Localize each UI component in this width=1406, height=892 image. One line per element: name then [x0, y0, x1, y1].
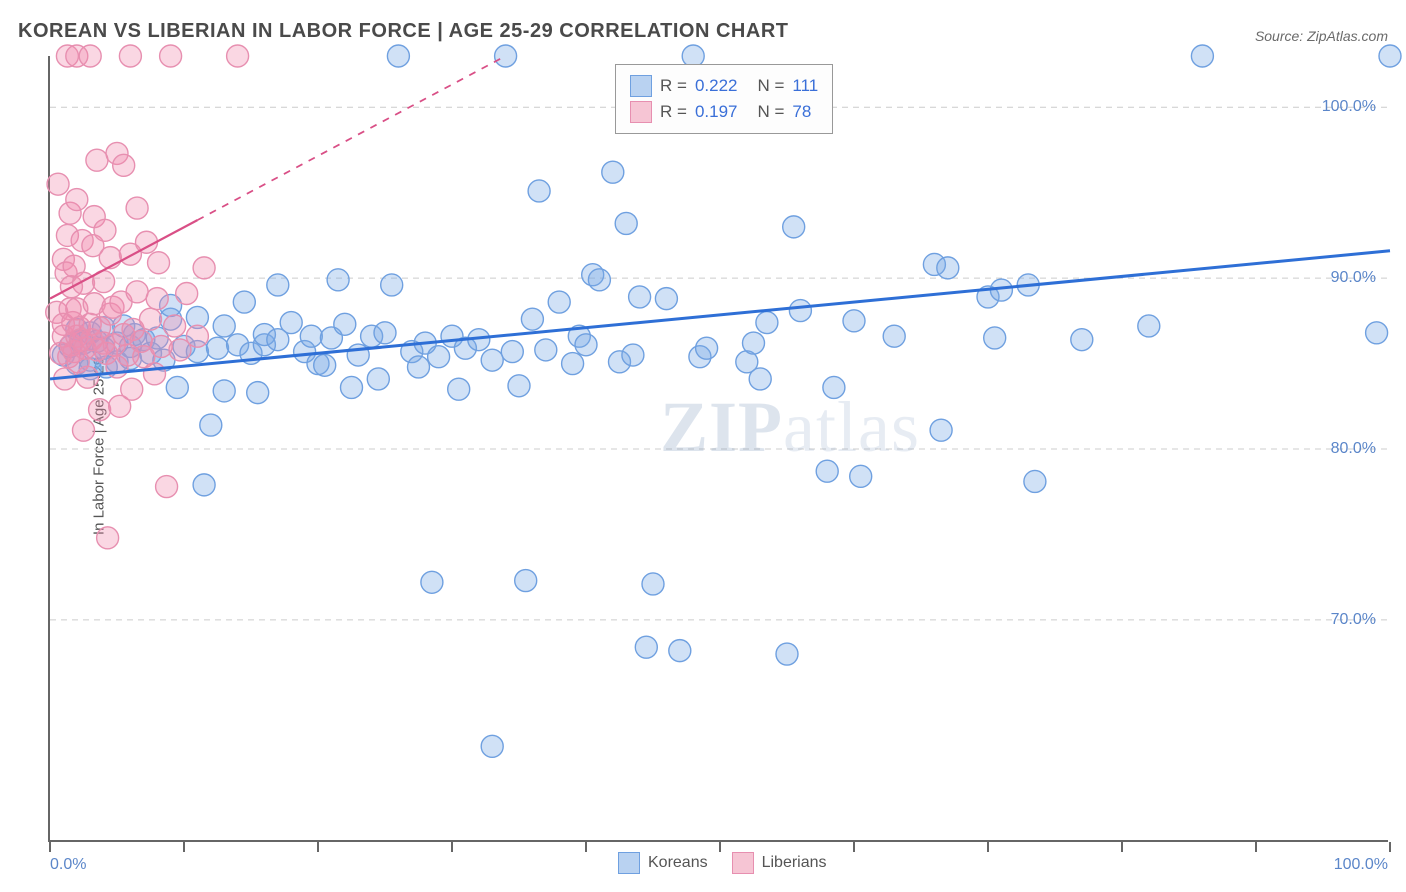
legend-swatch — [630, 101, 652, 123]
watermark: ZIPatlas — [660, 386, 920, 469]
stats-n-label: N = — [757, 76, 784, 96]
legend-swatch — [618, 852, 640, 874]
legend-swatch — [630, 75, 652, 97]
y-tick-label: 90.0% — [1331, 269, 1376, 287]
stats-n-value: 111 — [792, 76, 818, 96]
watermark-light: atlas — [783, 387, 920, 467]
stats-n-value: 78 — [792, 102, 811, 122]
legend-item: Koreans — [618, 852, 708, 874]
x-min-label: 0.0% — [50, 856, 86, 874]
chart-title: KOREAN VS LIBERIAN IN LABOR FORCE | AGE … — [18, 20, 788, 43]
stats-r-value: 0.197 — [695, 102, 738, 122]
stats-n-label: N = — [757, 102, 784, 122]
stats-r-label: R = — [660, 76, 687, 96]
y-tick-label: 70.0% — [1331, 611, 1376, 629]
stats-r-label: R = — [660, 102, 687, 122]
legend-swatch — [732, 852, 754, 874]
stats-box: R = 0.222 N = 111 R = 0.197 N = 78 — [615, 64, 833, 134]
chart-container: KOREAN VS LIBERIAN IN LABOR FORCE | AGE … — [0, 0, 1406, 892]
watermark-bold: ZIP — [660, 387, 783, 467]
x-max-label: 100.0% — [1334, 856, 1388, 874]
legend-label: Koreans — [648, 854, 708, 872]
y-tick-label: 80.0% — [1331, 440, 1376, 458]
stats-r-value: 0.222 — [695, 76, 738, 96]
legend-label: Liberians — [762, 854, 827, 872]
plot-area: ZIPatlas R = 0.222 N = 111 R = 0.197 N = 78 70.… — [48, 56, 1388, 842]
bottom-legend: Koreans Liberians — [618, 852, 827, 874]
stats-row: R = 0.222 N = 111 — [630, 73, 818, 99]
source-label: Source: ZipAtlas.com — [1255, 28, 1388, 44]
legend-item: Liberians — [732, 852, 827, 874]
y-tick-label: 100.0% — [1322, 98, 1376, 116]
stats-row: R = 0.197 N = 78 — [630, 99, 818, 125]
